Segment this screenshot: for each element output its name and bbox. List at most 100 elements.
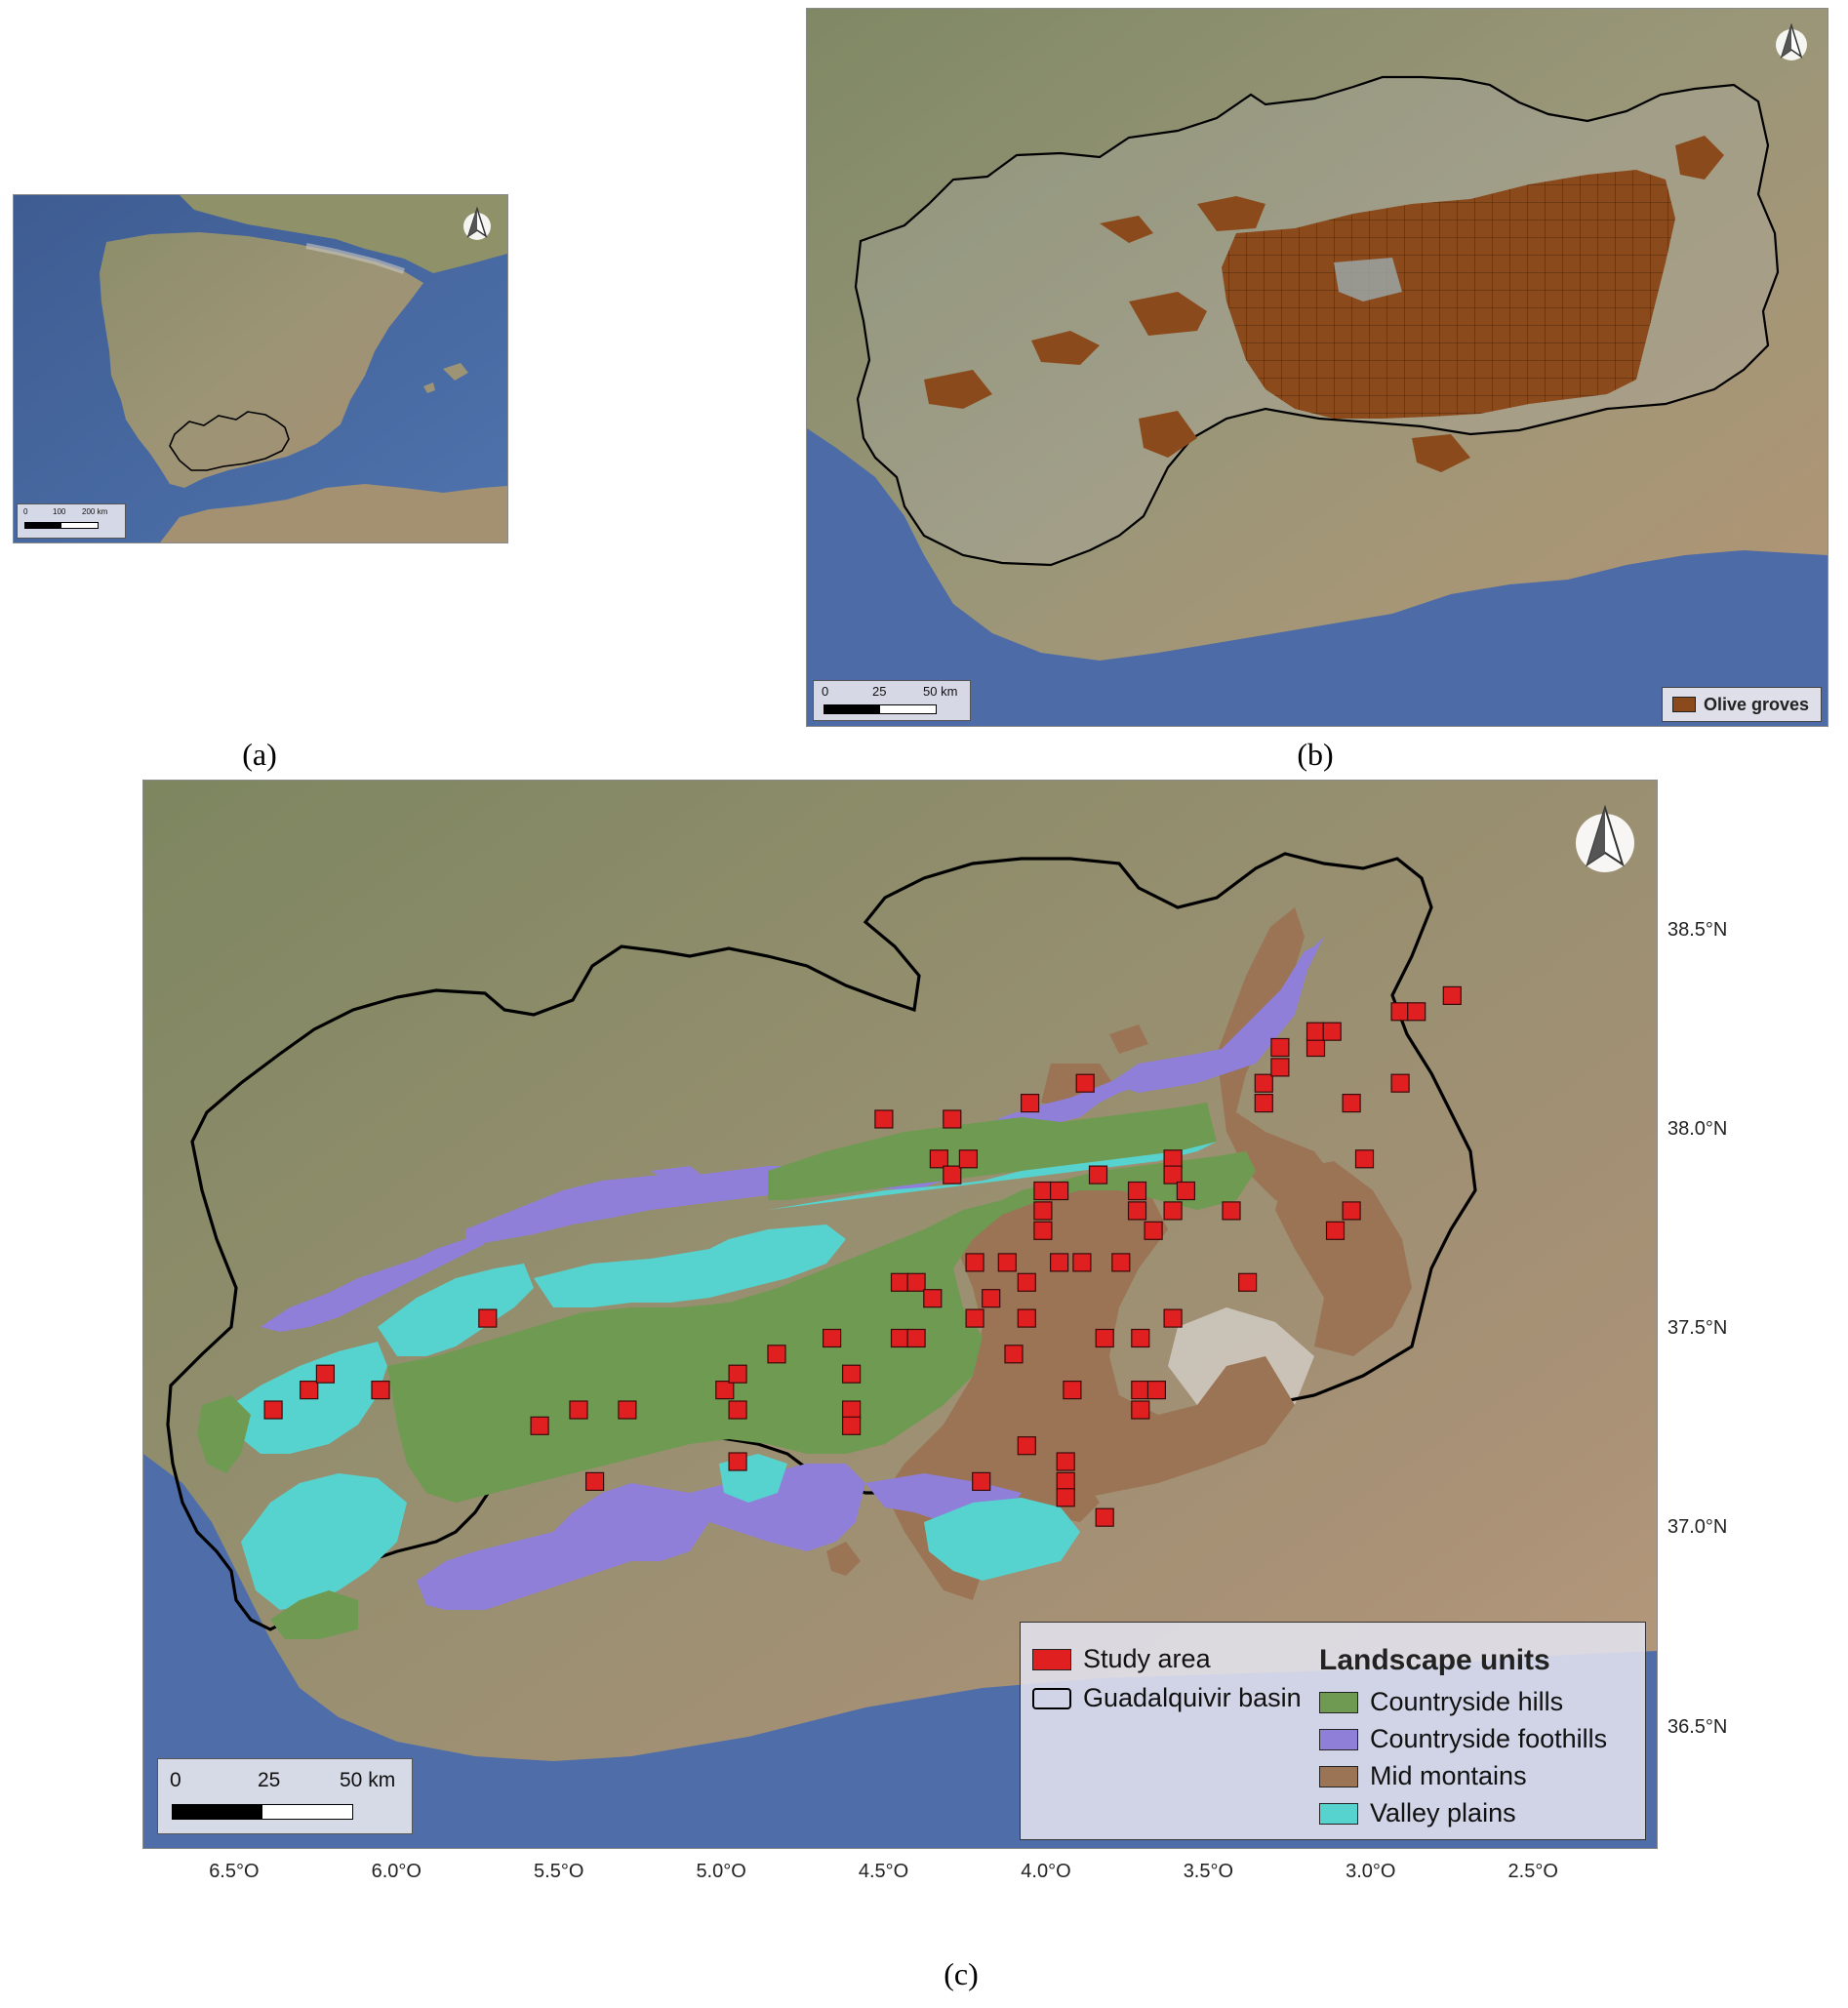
study-area-square — [982, 1289, 1001, 1308]
north-arrow-icon — [1576, 800, 1634, 878]
study-area-square — [263, 1400, 283, 1420]
study-area-square — [728, 1452, 747, 1471]
study-area-square — [923, 1289, 943, 1308]
countryside-foothills-swatch — [1319, 1728, 1358, 1750]
longitude-label: 4.5°O — [858, 1861, 909, 1882]
study-area-square — [1017, 1308, 1036, 1328]
study-area-square — [1088, 1165, 1108, 1185]
scale-box-c: 0 25 50 km — [157, 1758, 413, 1834]
legend-item-valley-plains: Valley plains — [1319, 1798, 1516, 1828]
scale-tick-2: 50 km — [340, 1769, 396, 1791]
longitude-label: 4.0°O — [1021, 1861, 1071, 1882]
study-area-square — [371, 1380, 390, 1400]
sea-area — [807, 428, 1828, 726]
latitude-label: 37.5°N — [1667, 1317, 1728, 1340]
mid-montains-swatch — [1319, 1765, 1358, 1787]
study-area-square — [1237, 1272, 1258, 1292]
study-area-square — [1095, 1328, 1114, 1348]
scale-box-a: 0 100 200 km — [17, 503, 126, 539]
study-area-square — [1049, 1181, 1069, 1201]
landscape-legend: Study area Guadalquivir basin Landscape … — [1020, 1622, 1646, 1840]
study-area-square — [1063, 1380, 1082, 1400]
study-area-square — [728, 1400, 747, 1420]
study-area-square — [906, 1272, 926, 1292]
scale-bar-a — [24, 522, 99, 529]
mid-montains-label: Mid montains — [1370, 1761, 1527, 1790]
study-area-square — [1131, 1400, 1150, 1420]
valley-plains-label: Valley plains — [1370, 1798, 1516, 1827]
study-area-square — [1004, 1345, 1024, 1364]
study-area-square — [1325, 1221, 1346, 1240]
study-area-square — [1222, 1201, 1241, 1221]
olive-groves-label: Olive groves — [1704, 694, 1810, 714]
countryside-hills-label: Countryside hills — [1370, 1687, 1564, 1716]
study-area-square — [929, 1149, 949, 1169]
study-area-square — [569, 1400, 588, 1420]
study-area-square — [1127, 1181, 1147, 1201]
study-area-square — [1144, 1221, 1163, 1240]
legend-item-mid-montains: Mid montains — [1319, 1761, 1527, 1791]
valley-plains-swatch — [1319, 1802, 1358, 1825]
legend-item-countryside-hills: Countryside hills — [1319, 1687, 1563, 1717]
study-area-square — [958, 1149, 979, 1169]
study-area-square — [1176, 1181, 1196, 1201]
longitude-label: 5.5°O — [534, 1861, 584, 1882]
longitude-label: 3.0°O — [1346, 1861, 1396, 1882]
study-area-square — [715, 1380, 735, 1400]
study-area-square — [965, 1308, 984, 1328]
study-area-square — [1131, 1328, 1150, 1348]
study-area-square — [1163, 1165, 1183, 1185]
scale-bar-b — [824, 704, 937, 714]
study-area-square — [890, 1328, 910, 1348]
panel-c-landscape-map: 0 25 50 km Study area Guadalquivir basin… — [142, 780, 1658, 1849]
olive-groves-satellite-image — [807, 9, 1828, 726]
basin-outline-small — [169, 411, 290, 471]
study-area-square — [906, 1328, 926, 1348]
study-area-square — [1075, 1073, 1095, 1093]
scale-tick-2: 200 km — [82, 507, 108, 516]
latitude-label: 36.5°N — [1667, 1715, 1728, 1738]
longitude-label: 6.0°O — [371, 1861, 422, 1882]
basin-swatch — [1032, 1687, 1071, 1709]
scale-tick-1: 25 — [872, 684, 887, 699]
longitude-label: 3.5°O — [1183, 1861, 1234, 1882]
legend-title: Landscape units — [1319, 1644, 1550, 1676]
study-area-square — [1033, 1181, 1053, 1201]
guadalquivir-basin-outline — [166, 852, 1477, 1631]
study-area-square — [943, 1165, 962, 1185]
france-landmass — [180, 195, 507, 273]
study-area-square — [1146, 1380, 1167, 1400]
basin-label: Guadalquivir basin — [1083, 1683, 1302, 1712]
study-area-square — [874, 1109, 894, 1129]
scale-box-b: 0 25 50 km — [813, 680, 971, 721]
study-area-square — [1442, 985, 1462, 1005]
longitude-label: 2.5°O — [1507, 1861, 1558, 1882]
iberia-landmass — [100, 232, 423, 488]
latitude-label: 38.5°N — [1667, 919, 1728, 942]
panel-c-caption: (c) — [944, 1956, 979, 1991]
panel-a-caption: (a) — [242, 737, 277, 772]
olive-groves-core — [1222, 170, 1675, 419]
study-area-square — [1163, 1201, 1183, 1221]
north-africa-landmass — [160, 484, 507, 542]
study-area-square — [1407, 1002, 1426, 1022]
north-arrow-icon — [1775, 20, 1808, 65]
study-area-label: Study area — [1083, 1644, 1211, 1673]
study-area-square — [1095, 1507, 1114, 1527]
study-area-square — [1163, 1149, 1183, 1169]
study-area-square — [1131, 1380, 1150, 1400]
scale-tick-2: 50 km — [923, 684, 958, 699]
study-area-square — [1049, 1253, 1069, 1272]
longitude-label: 5.0°O — [696, 1861, 746, 1882]
scale-bar-c — [172, 1804, 353, 1820]
study-area-square — [1322, 1022, 1342, 1041]
latitude-label: 37.0°N — [1667, 1516, 1728, 1539]
study-area-square — [1306, 1022, 1326, 1041]
study-area-square — [1270, 1037, 1290, 1058]
study-area-square — [1017, 1436, 1036, 1456]
legend-item-study-area: Study area — [1032, 1644, 1211, 1674]
iberia-satellite-image — [14, 195, 507, 542]
study-area-square — [965, 1253, 984, 1272]
study-area-square — [1306, 1037, 1326, 1058]
scale-tick-0: 0 — [170, 1769, 181, 1791]
